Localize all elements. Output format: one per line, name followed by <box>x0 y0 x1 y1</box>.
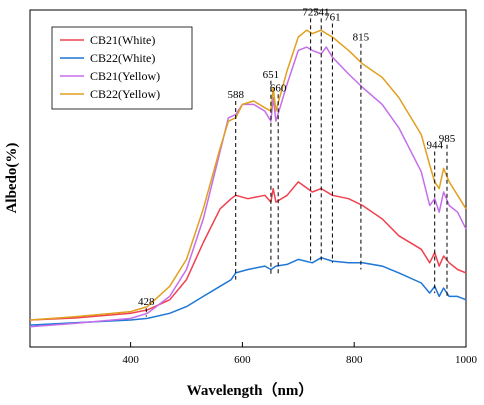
peak-label-761: 761 <box>324 11 341 23</box>
series-line-0 <box>29 181 467 321</box>
x-tick-label-400: 400 <box>122 354 139 366</box>
legend-entry-cb21-white: CB21(White) <box>60 33 155 47</box>
x-axis: 400 600 800 1000 <box>122 342 478 366</box>
legend-box <box>51 26 193 110</box>
y-axis-title: Albedo(%) <box>4 143 20 214</box>
x-tick-label-800: 800 <box>346 354 363 366</box>
legend-label: CB22(Yellow) <box>90 87 160 101</box>
legend-entry-cb22-yellow: CB22(Yellow) <box>60 87 160 101</box>
peak-label-944: 944 <box>426 140 443 152</box>
peak-label-651: 651 <box>263 69 280 81</box>
legend-label: CB21(Yellow) <box>90 69 160 83</box>
series-line-3 <box>29 29 467 321</box>
legend-label: CB21(White) <box>90 33 155 47</box>
peak-label-725: 725 <box>302 6 319 18</box>
peak-label-660: 660 <box>270 82 287 94</box>
peak-label-815: 815 <box>353 32 370 44</box>
x-tick-label-600: 600 <box>234 354 251 366</box>
x-tick-label-1000: 1000 <box>455 354 478 366</box>
series-line-2 <box>29 46 467 328</box>
peak-label-741: 741 <box>313 6 330 18</box>
legend-label: CB22(White) <box>90 51 155 65</box>
peak-label-985: 985 <box>439 133 456 145</box>
legend-entry-cb21-yellow: CB21(Yellow) <box>60 69 160 83</box>
peak-label-588: 588 <box>227 89 244 101</box>
plot-frame <box>29 9 467 348</box>
legend: CB21(White) CB22(White) CB21(Yellow) CB2… <box>51 26 193 110</box>
legend-entry-cb22-white: CB22(White) <box>60 51 155 65</box>
x-axis-title: Wavelength（nm） <box>187 381 314 399</box>
peak-label-428: 428 <box>138 296 155 308</box>
